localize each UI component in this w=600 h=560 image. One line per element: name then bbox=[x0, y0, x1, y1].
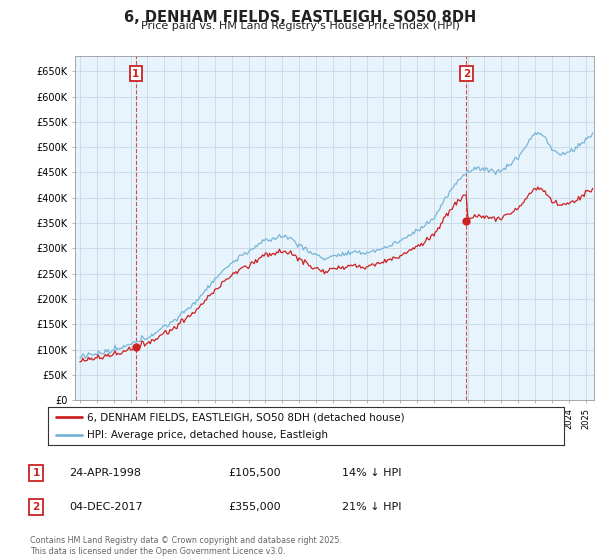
Text: 04-DEC-2017: 04-DEC-2017 bbox=[69, 502, 143, 512]
Text: £355,000: £355,000 bbox=[228, 502, 281, 512]
Text: 2: 2 bbox=[32, 502, 40, 512]
Text: 2: 2 bbox=[463, 69, 470, 79]
Text: HPI: Average price, detached house, Eastleigh: HPI: Average price, detached house, East… bbox=[86, 430, 328, 440]
Text: 14% ↓ HPI: 14% ↓ HPI bbox=[342, 468, 401, 478]
Text: £105,500: £105,500 bbox=[228, 468, 281, 478]
Text: 6, DENHAM FIELDS, EASTLEIGH, SO50 8DH (detached house): 6, DENHAM FIELDS, EASTLEIGH, SO50 8DH (d… bbox=[86, 412, 404, 422]
Text: Contains HM Land Registry data © Crown copyright and database right 2025.
This d: Contains HM Land Registry data © Crown c… bbox=[30, 536, 342, 556]
Text: 1: 1 bbox=[32, 468, 40, 478]
Text: 21% ↓ HPI: 21% ↓ HPI bbox=[342, 502, 401, 512]
Text: 6, DENHAM FIELDS, EASTLEIGH, SO50 8DH: 6, DENHAM FIELDS, EASTLEIGH, SO50 8DH bbox=[124, 10, 476, 25]
Text: 24-APR-1998: 24-APR-1998 bbox=[69, 468, 141, 478]
Text: Price paid vs. HM Land Registry's House Price Index (HPI): Price paid vs. HM Land Registry's House … bbox=[140, 21, 460, 31]
Text: 1: 1 bbox=[132, 69, 139, 79]
